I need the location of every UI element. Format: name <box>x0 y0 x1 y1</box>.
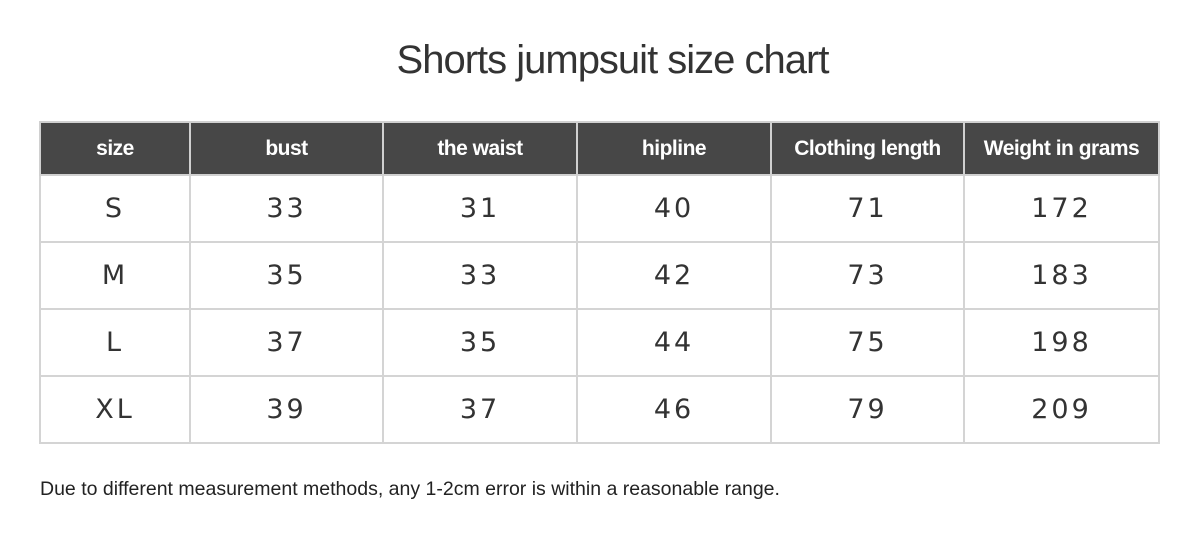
table-cell: M <box>39 241 191 310</box>
table-cell: 73 <box>770 241 965 310</box>
column-header: hipline <box>576 121 772 176</box>
table-cell: 35 <box>382 308 578 377</box>
table-cell: 172 <box>963 174 1160 243</box>
table-cell: 79 <box>770 375 965 444</box>
table-cell: 46 <box>576 375 772 444</box>
column-header: Clothing length <box>770 121 965 176</box>
table-cell: 75 <box>770 308 965 377</box>
table-cell: 42 <box>576 241 772 310</box>
table-cell: 71 <box>770 174 965 243</box>
table-cell: 40 <box>576 174 772 243</box>
table-cell: 37 <box>382 375 578 444</box>
table-cell: L <box>39 308 191 377</box>
column-header: the waist <box>382 121 578 176</box>
table-cell: 183 <box>963 241 1160 310</box>
table-cell: 44 <box>576 308 772 377</box>
size-chart-table: size bust the waist hipline Clothing length W… <box>39 121 1160 444</box>
table-cell: XL <box>39 375 191 444</box>
table-row: S 33 31 40 71 172 <box>39 174 1160 243</box>
table-row: M 35 33 42 73 183 <box>39 241 1160 310</box>
table-cell: 37 <box>189 308 384 377</box>
table-cell: 209 <box>963 375 1160 444</box>
table-cell: 31 <box>382 174 578 243</box>
measurement-note: Due to different measurement methods, an… <box>40 478 780 500</box>
table-cell: 33 <box>189 174 384 243</box>
header-row: size bust the waist hipline Clothing length W… <box>39 121 1160 176</box>
table-cell: 198 <box>963 308 1160 377</box>
table-cell: 33 <box>382 241 578 310</box>
table-cell: 35 <box>189 241 384 310</box>
table-row: XL 39 37 46 79 209 <box>39 375 1160 444</box>
column-header: size <box>39 121 191 176</box>
table-row: L 37 35 44 75 198 <box>39 308 1160 377</box>
column-header: Weight in grams <box>963 121 1160 176</box>
table-cell: S <box>39 174 191 243</box>
column-header: bust <box>189 121 384 176</box>
table-cell: 39 <box>189 375 384 444</box>
page-title: Shorts jumpsuit size chart <box>396 38 830 82</box>
